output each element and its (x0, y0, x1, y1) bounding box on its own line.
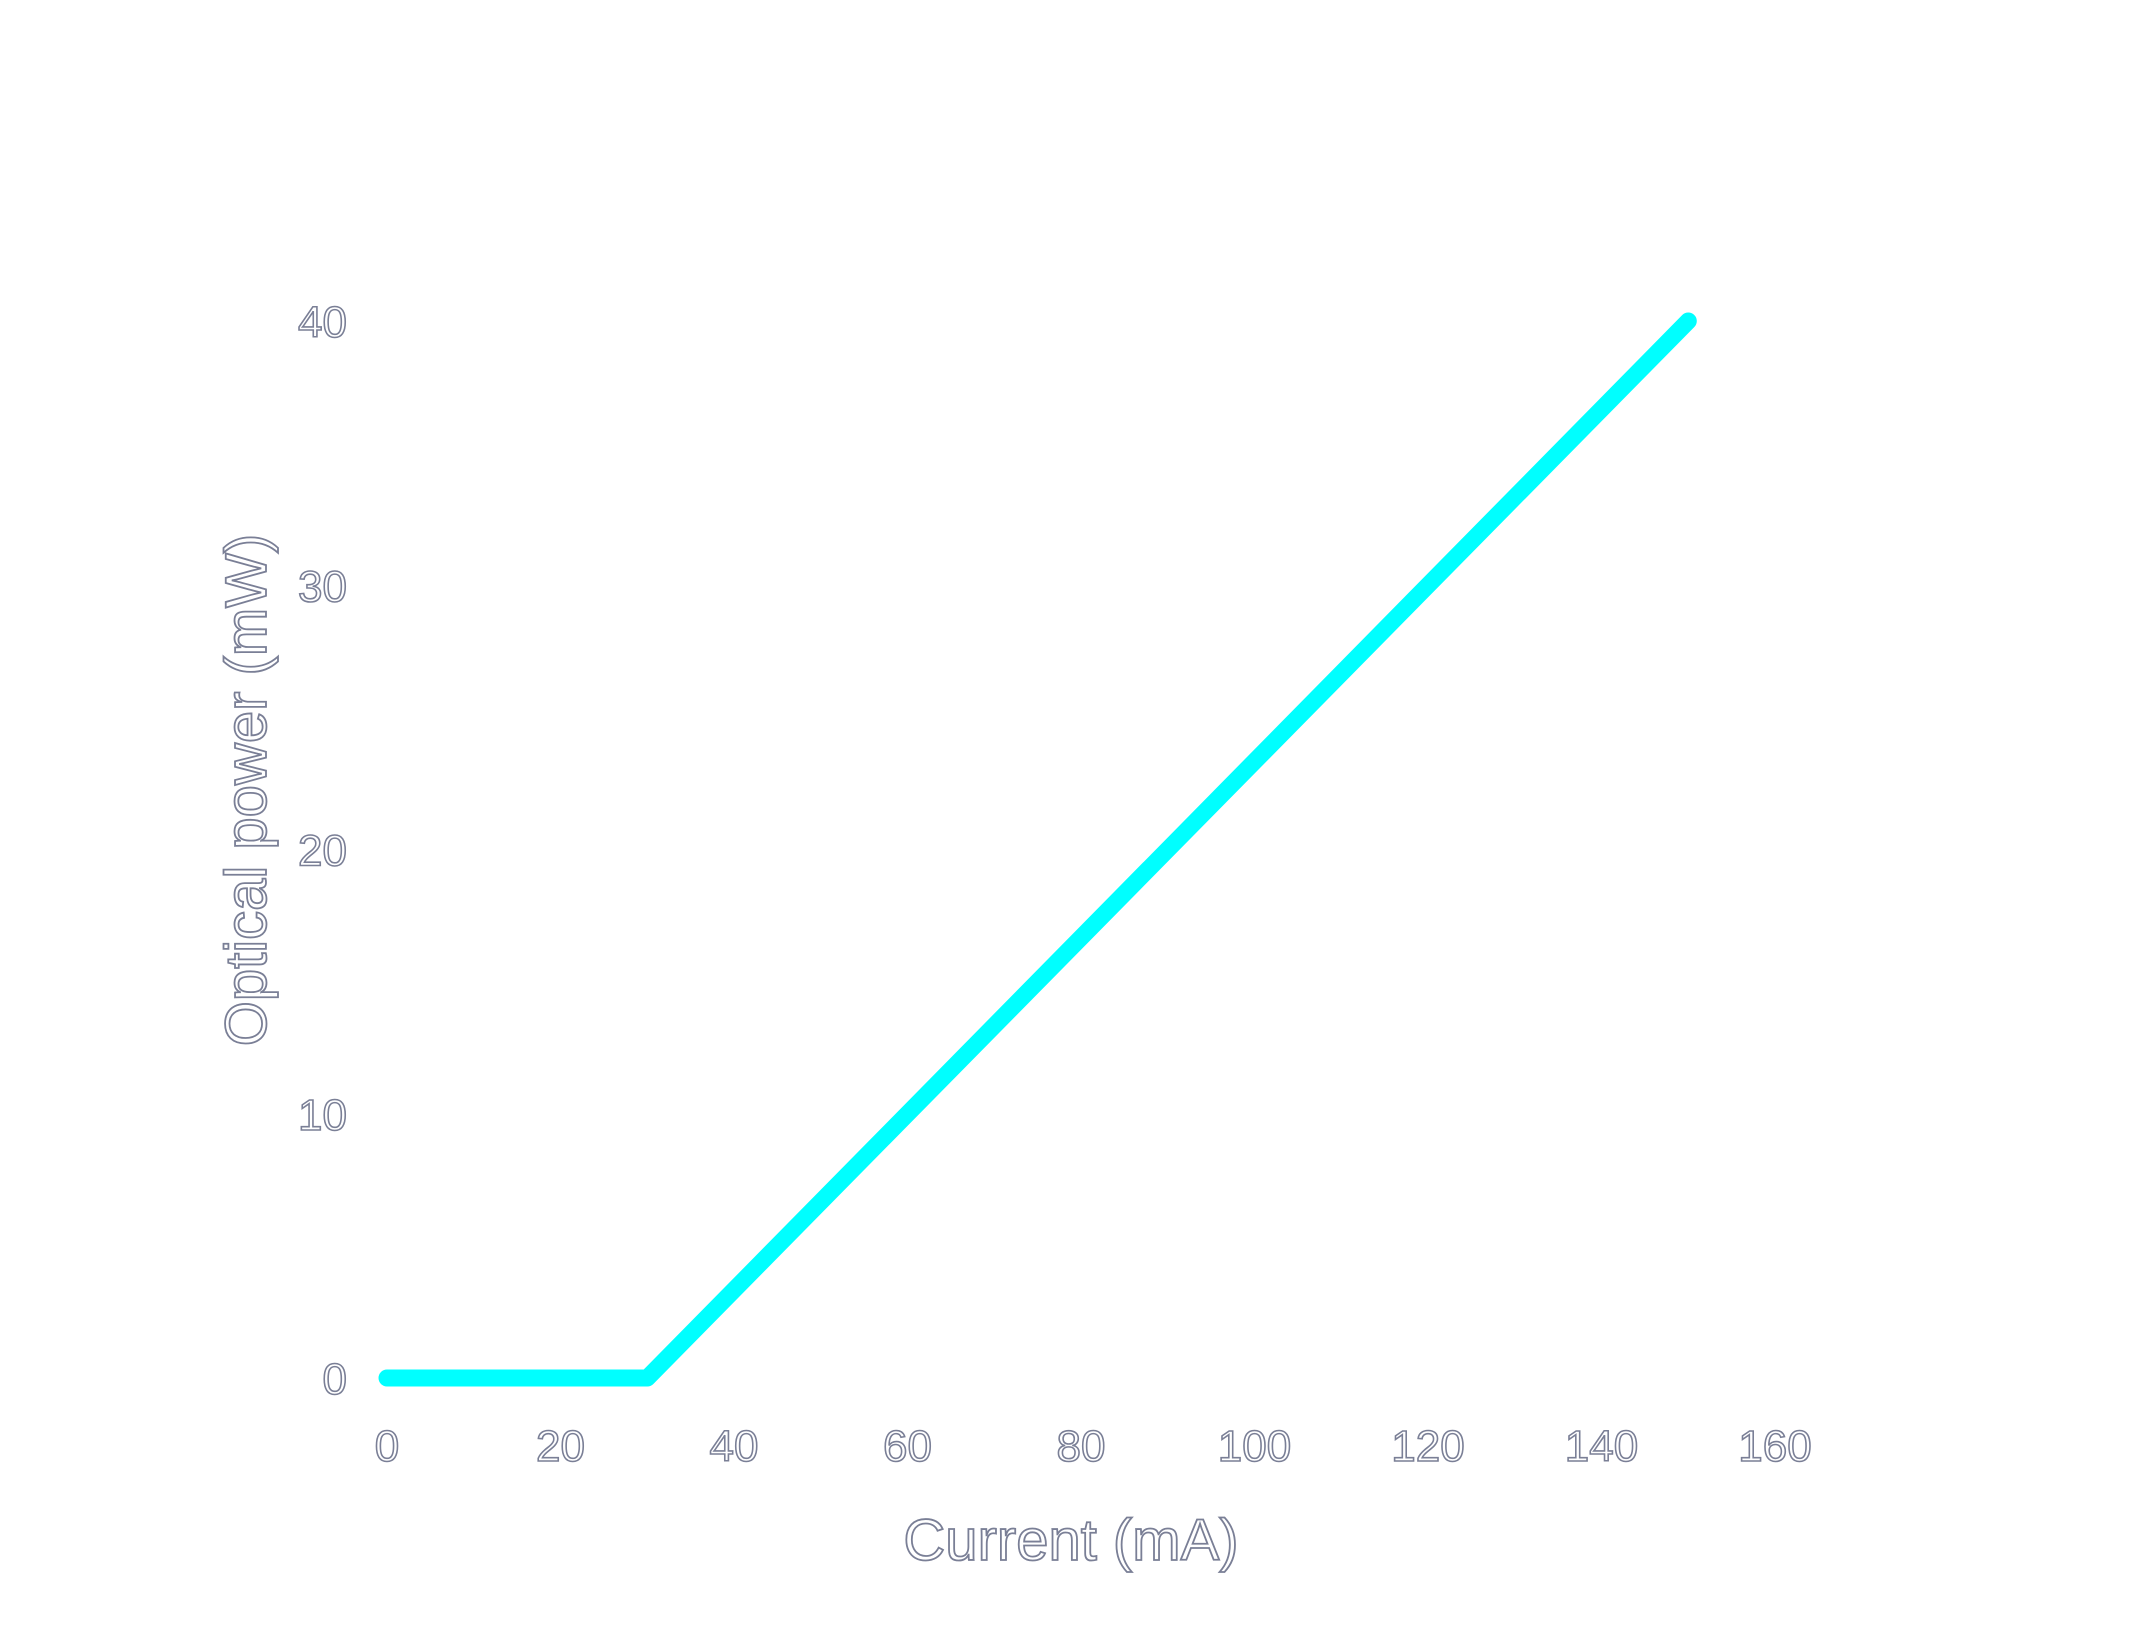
x-tick-label: 100 (1218, 1422, 1291, 1471)
y-tick-label: 20 (298, 827, 347, 876)
y-axis-ticks: 0 10 20 30 40 (297, 297, 348, 1405)
y-tick-label: 10 (298, 1091, 347, 1140)
y-tick-label: 30 (298, 562, 347, 611)
series-line (378, 312, 1697, 1387)
x-tick-label: 120 (1391, 1422, 1464, 1471)
x-tick-label: 0 (375, 1422, 399, 1471)
series-layer (378, 312, 1697, 1387)
x-axis-ticks: 0 20 40 60 80 100 120 140 160 (374, 1421, 1813, 1472)
x-tick-label: 80 (1057, 1422, 1106, 1471)
x-tick-label: 160 (1738, 1422, 1811, 1471)
x-tick-label: 20 (536, 1422, 585, 1471)
x-tick-label: 60 (883, 1422, 932, 1471)
x-tick-label: 40 (710, 1422, 759, 1471)
x-axis-label: Current (mA) (903, 1508, 1238, 1573)
y-axis-label: Optical power (mW) (214, 534, 279, 1046)
y-tick-label: 40 (298, 298, 347, 347)
y-tick-label: 0 (323, 1355, 347, 1404)
x-tick-label: 140 (1565, 1422, 1638, 1471)
